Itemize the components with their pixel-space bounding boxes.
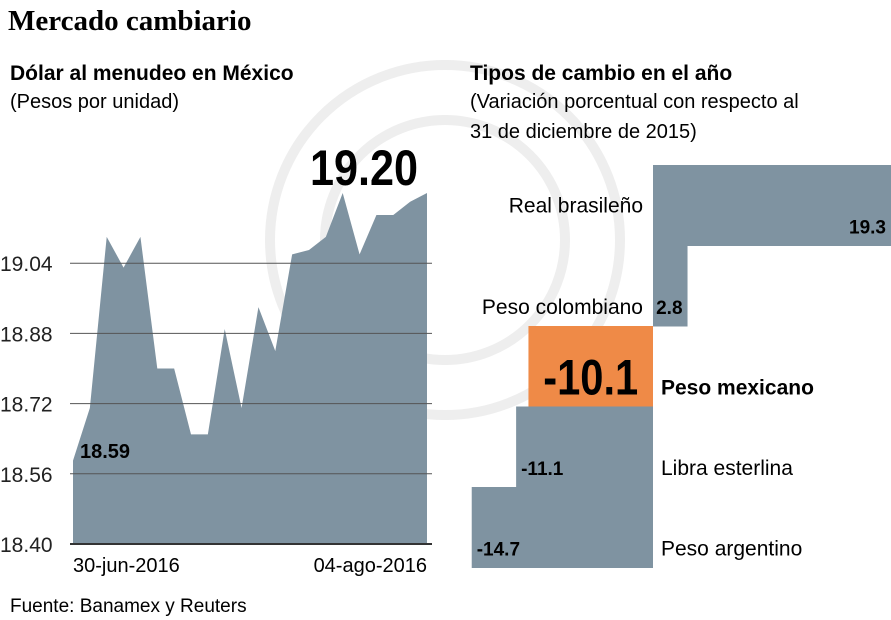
y-tick-label: 18.88 [0,323,53,346]
bar [653,165,891,246]
start-value-label: 18.59 [80,441,130,463]
y-tick-label: 18.56 [0,464,53,487]
bar [516,406,653,488]
value-label: -14.7 [477,540,520,561]
left-chart-title: Dólar al menudeo en México [10,62,294,85]
y-tick-label: 19.04 [0,253,53,276]
area-series [73,193,427,544]
category-label: Peso colombiano [482,296,643,319]
left-chart-subtitle: (Pesos por unidad) [10,91,179,113]
x-tick-label: 04-ago-2016 [314,555,427,577]
value-label: -11.1 [521,459,564,480]
category-label: Real brasileño [509,194,643,217]
value-label: 2.8 [656,298,682,319]
source-note: Fuente: Banamex y Reuters [10,596,247,617]
bar [653,245,688,327]
end-value-label: 19.20 [310,140,418,196]
right-chart-subtitle-1: (Variación porcentual con respecto al [470,91,799,113]
right-chart-subtitle-2: 31 de diciembre de 2015) [470,121,697,143]
y-tick-label: 18.40 [0,534,53,557]
value-label: 19.3 [849,218,886,239]
x-tick-label: 30-jun-2016 [73,555,180,577]
category-label: Peso mexicano [661,377,814,400]
bar [528,326,653,407]
main-title: Mercado cambiario [8,5,251,37]
category-label: Libra esterlina [661,457,793,480]
y-tick-label: 18.72 [0,394,53,417]
value-label: -10.1 [543,350,638,406]
right-chart-title: Tipos de cambio en el año [470,62,732,85]
category-label: Peso argentino [661,538,802,561]
bar [471,487,653,568]
